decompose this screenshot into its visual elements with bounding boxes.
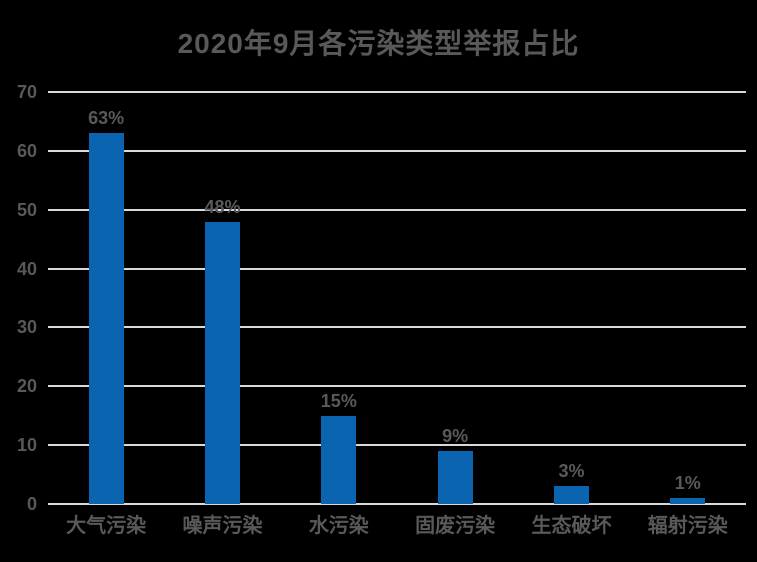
gridline (48, 267, 746, 270)
gridline (48, 208, 746, 211)
gridline (48, 149, 746, 152)
x-category-label: 辐射污染 (647, 515, 728, 537)
x-category-label: 大气污染 (66, 515, 147, 537)
y-axis-labels: 0 10 20 30 40 50 60 70 (0, 82, 37, 514)
chart-title: 2020年9月各污染类型举报占比 (177, 28, 580, 59)
bar (670, 498, 706, 504)
bar-value-label: 63% (88, 108, 125, 129)
y-tick-label: 40 (16, 258, 37, 279)
bar-value-label: 3% (558, 461, 585, 482)
bar-value-label: 1% (674, 473, 701, 494)
bar-value-label: 48% (204, 196, 241, 217)
gridline (48, 91, 746, 93)
bar (88, 133, 124, 504)
bars-row: 63% 48% 15% 9% 3% 1% (48, 92, 746, 504)
bar-value-label: 15% (320, 390, 357, 411)
bar (204, 221, 240, 504)
bar (437, 451, 473, 504)
x-category-label: 噪声污染 (182, 515, 263, 537)
bar-value-label: 9% (442, 426, 469, 447)
x-category-label: 水污染 (308, 515, 369, 537)
bar-column: 15% (281, 92, 397, 504)
y-tick-label: 0 (26, 494, 37, 514)
bar-column: 1% (630, 92, 746, 504)
bar (553, 486, 589, 504)
y-tick-label: 50 (16, 199, 37, 220)
bar-column: 63% (48, 92, 164, 504)
x-axis-line (48, 503, 746, 505)
gridline (48, 326, 746, 329)
gridline (48, 385, 746, 388)
x-axis-labels: 大气污染 噪声污染 水污染 固废污染 生态破坏 辐射污染 (48, 514, 746, 538)
y-tick-label: 30 (16, 317, 37, 338)
y-tick-label: 20 (16, 376, 37, 397)
bar-column: 3% (513, 92, 629, 504)
bar (321, 415, 357, 504)
x-category-label: 生态破坏 (531, 515, 612, 537)
x-category-label: 固废污染 (415, 515, 496, 537)
bar-column: 9% (397, 92, 513, 504)
y-tick-label: 60 (16, 140, 37, 161)
y-tick-label: 70 (16, 82, 37, 102)
bar-column: 48% (164, 92, 280, 504)
gridline (48, 444, 746, 447)
y-tick-label: 10 (16, 435, 37, 456)
plot-area: 63% 48% 15% 9% 3% 1% (48, 91, 746, 505)
